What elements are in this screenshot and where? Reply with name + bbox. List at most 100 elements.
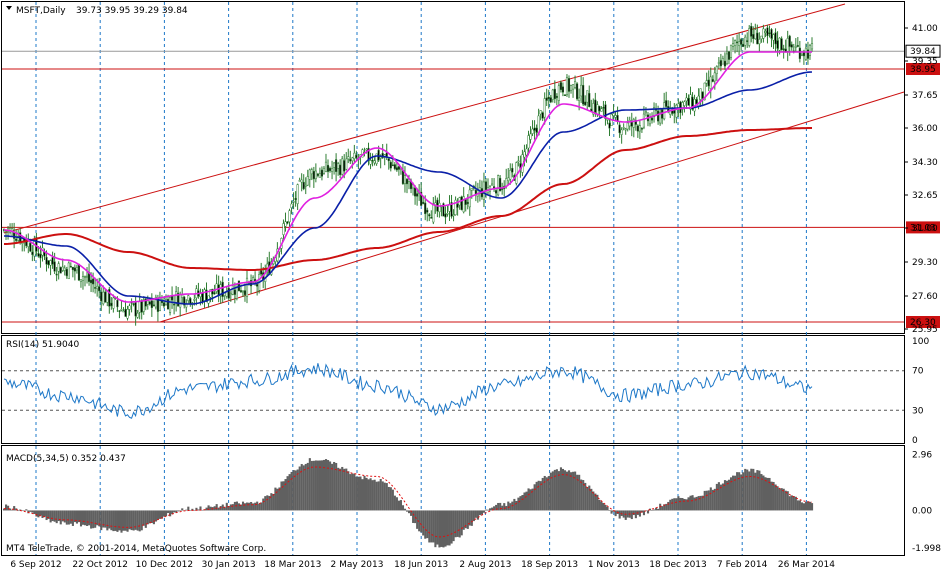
- macd-bar: [798, 500, 801, 511]
- macd-bar: [395, 497, 398, 511]
- rsi-line: [3, 363, 813, 419]
- macd-bar: [21, 510, 24, 511]
- candle-body: [806, 49, 809, 59]
- candle-body: [296, 184, 299, 204]
- candle-body: [620, 129, 623, 135]
- macd-bar: [539, 481, 542, 511]
- macd-bar: [61, 510, 64, 522]
- macd-bar: [517, 497, 520, 511]
- macd-bar: [527, 488, 530, 511]
- candle-body: [531, 128, 534, 134]
- macd-bar: [559, 467, 562, 511]
- candle-body: [553, 88, 556, 100]
- macd-bar: [657, 508, 660, 511]
- candle-body: [243, 290, 247, 296]
- macd-bar: [237, 503, 241, 511]
- macd-bar: [450, 510, 453, 544]
- macd-bar: [667, 501, 670, 511]
- macd-bar: [610, 510, 613, 514]
- macd-bar: [533, 484, 536, 511]
- macd-bar: [691, 495, 694, 511]
- candle-body: [539, 110, 542, 115]
- macd-bar: [158, 510, 162, 519]
- candle-body: [337, 163, 340, 169]
- candle-body: [171, 295, 174, 301]
- candle-body: [596, 104, 599, 115]
- macd-bar: [442, 510, 445, 548]
- macd-bar: [63, 510, 66, 523]
- candle-body: [810, 43, 814, 50]
- candle-body: [15, 238, 18, 241]
- x-tick-label: 1 Nov 2013: [588, 560, 640, 570]
- macd-bar: [620, 510, 623, 516]
- candle-body: [213, 292, 216, 295]
- x-tick-label: 30 Jan 2013: [202, 560, 256, 570]
- macd-bar: [432, 510, 435, 543]
- macd-bar: [124, 510, 127, 531]
- candle-body: [100, 291, 103, 302]
- macd-bar: [626, 510, 629, 518]
- candle-body: [778, 37, 781, 51]
- candle-body: [705, 80, 708, 84]
- macd-bar: [746, 469, 749, 511]
- macd-bar: [98, 510, 101, 527]
- channel-lower: [159, 91, 905, 323]
- candle-body: [152, 304, 155, 307]
- candle-body: [495, 190, 498, 194]
- candle-body: [424, 202, 427, 215]
- dropdown-triangle-icon[interactable]: [6, 6, 12, 10]
- macd-bar: [598, 499, 601, 511]
- macd-bar: [703, 490, 706, 511]
- macd-bar: [403, 508, 407, 511]
- macd-bar: [239, 504, 243, 511]
- macd-bar: [363, 475, 366, 511]
- macd-bar: [53, 510, 56, 522]
- macd-bar: [630, 510, 633, 520]
- candle-body: [794, 46, 797, 48]
- candle-body: [571, 84, 575, 90]
- candle-body: [134, 302, 137, 317]
- macd-bar: [800, 502, 803, 511]
- macd-bar: [286, 476, 289, 511]
- macd-bar: [122, 510, 125, 531]
- macd-bar: [754, 472, 757, 511]
- macd-bar: [661, 506, 664, 511]
- macd-bar: [292, 470, 295, 511]
- price-tick-label: 39.35: [912, 57, 938, 67]
- symbol-header[interactable]: MSFT,Daily 39.73 39.95 39.29 39.84: [6, 6, 188, 16]
- candle-body: [126, 309, 129, 319]
- macd-bar: [320, 460, 324, 511]
- macd-bar: [377, 481, 380, 511]
- macd-bar: [570, 472, 573, 511]
- ma-mid-line: [4, 71, 813, 305]
- macd-bar: [758, 470, 761, 511]
- macd-bar: [217, 507, 220, 511]
- macd-bar: [592, 491, 595, 511]
- candle-body: [47, 260, 50, 266]
- candle-body: [142, 299, 145, 312]
- candle-body: [347, 156, 350, 160]
- macd-bar: [420, 510, 423, 533]
- macd-bar: [811, 503, 814, 511]
- candle-body: [699, 88, 702, 100]
- macd-bar: [711, 489, 714, 511]
- candle-body: [770, 29, 773, 39]
- macd-bar: [770, 481, 773, 511]
- candle-body: [422, 201, 425, 204]
- candle-body: [657, 110, 660, 122]
- candle-body: [790, 44, 793, 48]
- price-tick-label: 34.30: [912, 158, 938, 168]
- macd-bar: [653, 509, 656, 511]
- candle-body: [515, 162, 518, 184]
- macd-bar: [697, 496, 700, 511]
- candle-body: [69, 266, 72, 268]
- candle-body: [233, 289, 236, 295]
- macd-bar: [685, 499, 688, 511]
- macd-bar: [337, 467, 340, 511]
- macd-bar: [391, 489, 394, 511]
- candle-body: [578, 97, 581, 101]
- candle-body: [112, 297, 115, 309]
- candle-body: [312, 170, 315, 180]
- candle-body: [179, 294, 182, 308]
